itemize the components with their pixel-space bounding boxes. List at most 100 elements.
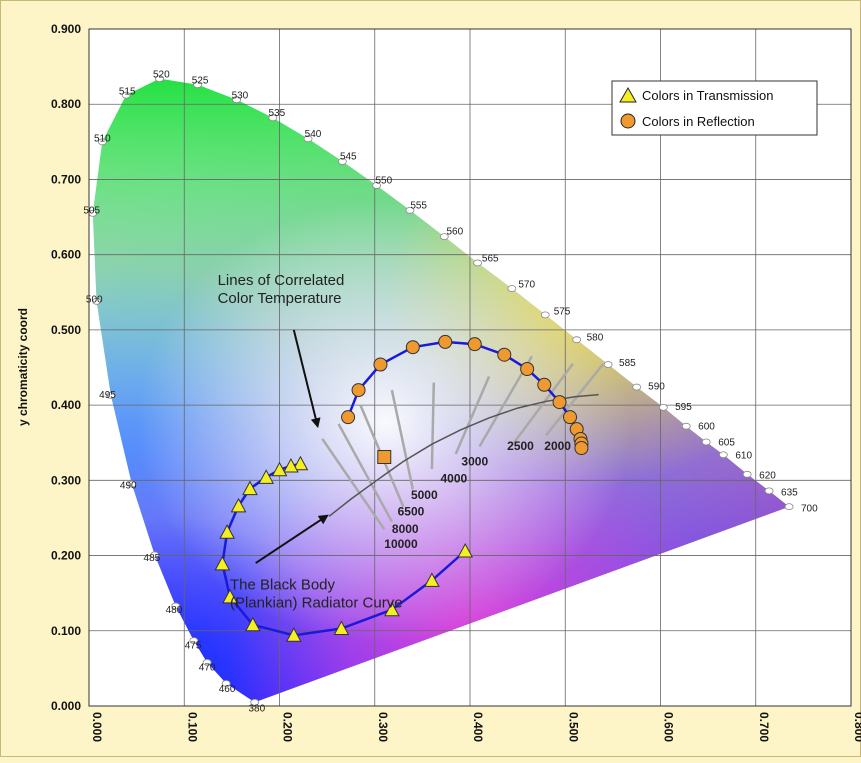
x-tick-label: 0.000 (90, 712, 104, 742)
planck-title-line: The Black Body (230, 576, 336, 593)
locus-point (155, 75, 164, 83)
x-tick-label: 0.400 (471, 712, 485, 742)
locus-wavelength-label: 520 (153, 70, 170, 81)
annotations: Lines of Correlated Color Temperature The … (218, 272, 403, 612)
locus-wavelength-label: 560 (446, 227, 463, 238)
legend-box (611, 80, 818, 136)
locus-wavelength-label: 600 (698, 422, 715, 433)
transmission-point (457, 542, 474, 558)
y-tick-label: 0.000 (51, 699, 81, 713)
cct-line (511, 362, 574, 445)
locus-wavelength-label: 495 (99, 390, 116, 401)
cct-label: 4000 (440, 472, 467, 486)
transmission-point (214, 555, 231, 571)
y-tick-label: 0.300 (51, 473, 81, 487)
transmission-point (222, 588, 238, 604)
x-tick-label: 0.500 (566, 712, 580, 742)
reflection-point (563, 410, 578, 425)
locus-wavelength-label: 580 (587, 332, 604, 343)
transmission-point (230, 497, 247, 513)
transmission-point (219, 524, 235, 539)
transmission-point (271, 461, 288, 477)
cct-line (337, 423, 393, 523)
locus-point (150, 551, 160, 559)
reflection-point (341, 410, 356, 425)
cct-label: 8000 (392, 522, 419, 536)
cct-line (430, 382, 436, 470)
locus-wavelength-label: 575 (554, 307, 571, 318)
locus-wavelength-label: 490 (120, 481, 137, 492)
locus-wavelength-label: 565 (482, 253, 499, 264)
planck-title-line: (Plankian) Radiator Curve (230, 594, 403, 611)
cct-line (321, 438, 386, 530)
locus-point (742, 470, 752, 478)
locus-wavelength-label: 605 (718, 438, 735, 449)
transmission-point (283, 457, 299, 473)
locus-wavelength-label: 540 (305, 129, 322, 140)
cct-label: 6500 (398, 505, 425, 519)
cct-line (390, 389, 415, 490)
planck-title-arrow (255, 514, 329, 564)
transmission-point (333, 620, 350, 636)
cct-title-arrow (292, 329, 321, 429)
locus-wavelength-label: 610 (735, 451, 752, 462)
locus-point (540, 311, 550, 319)
reflection-point (405, 340, 420, 355)
locus-point (764, 487, 774, 495)
locus-point (337, 157, 347, 165)
transmission-point (244, 616, 261, 632)
locus-point (97, 138, 107, 146)
x-tick-label: 0.700 (757, 712, 771, 742)
y-tick-label: 0.100 (51, 624, 81, 638)
reflection-point (574, 440, 589, 455)
transmission-point (242, 480, 258, 496)
locus-point (121, 91, 131, 99)
y-tick-label: 0.200 (51, 549, 81, 563)
locus-wavelength-label: 380 (249, 703, 266, 714)
axes: 0.000 0.100 0.200 0.300 0.400 0.500 0.600 0.700… (51, 22, 861, 742)
white-point-square (377, 450, 392, 465)
locus-wavelength-label: 525 (192, 75, 209, 86)
cct-line (454, 376, 491, 455)
locus-point (632, 383, 642, 391)
locus-wavelength-label: 700 (801, 503, 818, 514)
x-tick-label: 0.800 (852, 712, 861, 742)
locus-point (507, 285, 517, 292)
y-tick-label: 0.600 (51, 248, 81, 262)
locus-point (92, 297, 102, 305)
x-tick-label: 0.300 (376, 712, 390, 742)
locus-wavelength-label: 555 (410, 200, 427, 211)
cct-label: 2500 (507, 439, 534, 453)
x-tick-label: 0.600 (662, 712, 676, 742)
legend-label-transmission: Colors in Transmission (642, 88, 774, 103)
series-markers (214, 334, 589, 642)
locus-wavelength-label: 590 (648, 381, 665, 392)
locus-point (372, 182, 382, 189)
cct-title-line: Lines of Correlated (218, 272, 345, 289)
planck-title-text: The Black Body (Plankian) Radiator Curve (230, 576, 403, 611)
locus-wavelength-label: 585 (619, 358, 636, 369)
locus-wavelength-label: 500 (86, 295, 103, 306)
locus-point (603, 361, 613, 368)
locus-wavelength-label: 505 (83, 206, 100, 217)
locus-wavelength-label: 635 (781, 487, 798, 498)
locus-wavelength-label: 470 (199, 663, 216, 674)
locus-wavelength-label: 460 (219, 684, 236, 695)
locus-point (681, 422, 691, 430)
y-tick-label: 0.900 (51, 22, 81, 36)
transmission-point (384, 601, 400, 617)
reflection-point (373, 357, 388, 372)
locus-wavelength-label: 485 (144, 553, 161, 564)
locus-wavelength-label: 510 (94, 133, 111, 144)
cct-title-text: Lines of Correlated Color Temperature (218, 272, 345, 307)
reflection-point (438, 334, 453, 349)
y-axis-label: y chromaticity coord (16, 308, 30, 426)
locus-point (202, 658, 212, 666)
locus-wavelength-label: 475 (185, 641, 202, 652)
cct-title-line: Color Temperature (218, 290, 342, 307)
locus-point (193, 81, 202, 89)
locus-point (718, 451, 728, 459)
cct-line (545, 362, 605, 436)
